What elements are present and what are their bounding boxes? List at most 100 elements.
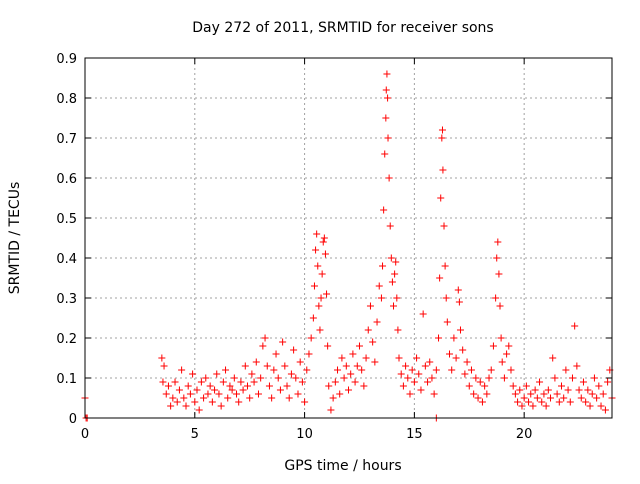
data-point — [410, 378, 418, 386]
data-point — [211, 386, 219, 394]
data-point — [261, 334, 269, 342]
data-point — [388, 278, 396, 286]
data-point — [254, 390, 262, 398]
data-point — [162, 390, 170, 398]
data-point — [573, 362, 581, 370]
data-point — [298, 378, 306, 386]
data-point — [456, 326, 464, 334]
data-point — [279, 338, 287, 346]
y-tick-label: 0.6 — [56, 172, 77, 187]
data-point — [180, 394, 188, 402]
data-point — [233, 390, 241, 398]
data-point — [171, 378, 179, 386]
data-point — [226, 382, 234, 390]
data-point — [319, 238, 327, 246]
points-layer — [81, 70, 616, 422]
data-point — [342, 362, 350, 370]
data-point — [553, 390, 561, 398]
data-point — [417, 386, 425, 394]
data-point — [379, 262, 387, 270]
data-point — [584, 386, 592, 394]
data-point — [503, 350, 511, 358]
data-point — [516, 386, 524, 394]
data-point — [478, 398, 486, 406]
data-point — [197, 378, 205, 386]
data-point — [384, 134, 392, 142]
data-point — [514, 398, 522, 406]
data-point — [237, 378, 245, 386]
data-point — [316, 326, 324, 334]
data-point — [173, 398, 181, 406]
data-point — [385, 174, 393, 182]
y-tick-label: 0.1 — [56, 372, 77, 387]
data-point — [329, 394, 337, 402]
data-point — [358, 366, 366, 374]
data-point — [160, 362, 168, 370]
data-point — [303, 366, 311, 374]
data-point — [334, 366, 342, 374]
y-tick-label: 0.8 — [56, 92, 77, 107]
data-point — [467, 366, 475, 374]
data-point — [360, 382, 368, 390]
data-point — [430, 390, 438, 398]
data-point — [595, 382, 603, 390]
data-point — [441, 262, 449, 270]
data-point — [270, 366, 278, 374]
data-point — [424, 378, 432, 386]
data-point — [159, 378, 167, 386]
data-point — [272, 350, 280, 358]
data-point — [200, 394, 208, 402]
data-point — [525, 398, 533, 406]
data-point — [224, 394, 232, 402]
data-point — [265, 382, 273, 390]
data-point — [182, 402, 190, 410]
data-point — [355, 342, 363, 350]
data-point — [318, 270, 326, 278]
data-point — [481, 382, 489, 390]
data-point — [301, 398, 309, 406]
data-point — [419, 310, 427, 318]
x-tick-label: 20 — [516, 427, 533, 442]
y-tick-label: 0 — [69, 412, 77, 427]
data-point — [384, 94, 392, 102]
data-point — [507, 366, 515, 374]
data-point — [476, 378, 484, 386]
data-point — [222, 366, 230, 374]
data-point — [169, 394, 177, 402]
data-point — [454, 286, 462, 294]
data-point — [601, 406, 609, 414]
data-point — [498, 358, 506, 366]
data-point — [313, 230, 321, 238]
ticks-layer — [84, 57, 612, 419]
data-point — [394, 326, 402, 334]
data-point — [283, 382, 291, 390]
data-point — [527, 390, 535, 398]
data-point — [382, 114, 390, 122]
data-point — [544, 386, 552, 394]
data-point — [542, 402, 550, 410]
data-point — [404, 374, 412, 382]
data-point — [315, 302, 323, 310]
data-point — [533, 394, 541, 402]
data-point — [305, 350, 313, 358]
data-point — [323, 290, 331, 298]
data-point — [235, 398, 243, 406]
data-point — [246, 394, 254, 402]
data-point — [571, 322, 579, 330]
data-point — [428, 374, 436, 382]
data-point — [522, 382, 530, 390]
data-point — [450, 334, 458, 342]
data-point — [505, 342, 513, 350]
data-point — [461, 370, 469, 378]
data-point — [325, 382, 333, 390]
data-point — [586, 402, 594, 410]
data-point — [263, 362, 271, 370]
data-point — [509, 382, 517, 390]
data-point — [268, 394, 276, 402]
data-point — [309, 314, 317, 322]
data-point — [349, 350, 357, 358]
data-point — [191, 398, 199, 406]
data-point — [202, 374, 210, 382]
data-point — [347, 370, 355, 378]
data-point — [250, 378, 258, 386]
